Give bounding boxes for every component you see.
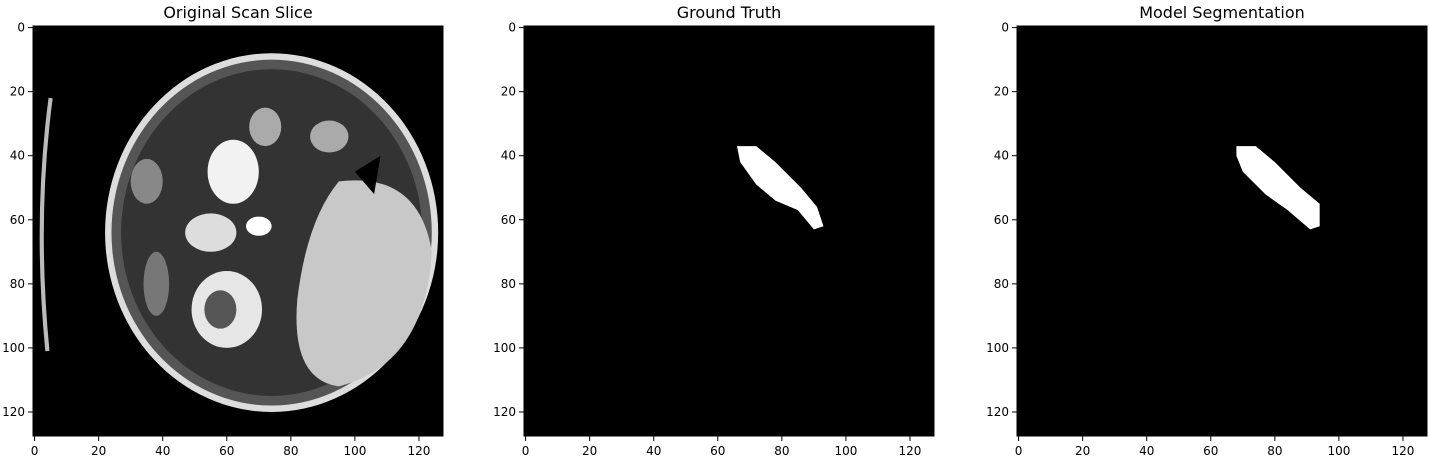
- y-tick-label: 60: [501, 213, 516, 227]
- x-tick-label: 20: [582, 444, 597, 458]
- axes-frame: [32, 25, 444, 437]
- x-tick-label: 100: [343, 444, 366, 458]
- x-tick-label: 80: [774, 444, 789, 458]
- y-tick-label: 120: [493, 405, 516, 419]
- y-tick-label: 0: [508, 21, 516, 35]
- x-tick-label: 80: [283, 444, 298, 458]
- model-image: [1017, 26, 1427, 436]
- y-tick-label: 80: [501, 277, 516, 291]
- y-tick-label: 80: [10, 277, 25, 291]
- x-tick-label: 60: [219, 444, 234, 458]
- y-tick-label: 60: [994, 213, 1009, 227]
- panel-title: Ground Truth: [677, 3, 782, 22]
- x-tick-label: 60: [710, 444, 725, 458]
- x-tick-label: 40: [1139, 444, 1154, 458]
- y-tick-label: 100: [493, 341, 516, 355]
- x-tick-label: 0: [31, 444, 39, 458]
- y-tick-label: 80: [994, 277, 1009, 291]
- y-tick-label: 100: [986, 341, 1009, 355]
- x-tick-label: 40: [155, 444, 170, 458]
- x-tick-label: 80: [1267, 444, 1282, 458]
- x-tick-label: 120: [1392, 444, 1415, 458]
- x-tick-label: 0: [522, 444, 530, 458]
- y-tick-label: 0: [17, 21, 25, 35]
- x-tick-label: 0: [1015, 444, 1023, 458]
- x-tick-label: 120: [408, 444, 431, 458]
- y-tick-label: 20: [994, 85, 1009, 99]
- y-tick-label: 120: [986, 405, 1009, 419]
- y-tick-label: 40: [10, 149, 25, 163]
- x-tick-label: 120: [899, 444, 922, 458]
- x-tick-label: 40: [646, 444, 661, 458]
- x-tick-label: 100: [834, 444, 857, 458]
- y-tick-label: 0: [1001, 21, 1009, 35]
- x-tick-label: 100: [1327, 444, 1350, 458]
- axes-frame: [523, 25, 935, 437]
- y-tick-label: 100: [2, 341, 25, 355]
- panel-title: Original Scan Slice: [163, 3, 312, 22]
- scan-image: [33, 26, 443, 436]
- y-tick-label: 60: [10, 213, 25, 227]
- x-tick-label: 20: [91, 444, 106, 458]
- y-tick-label: 120: [2, 405, 25, 419]
- panel-title: Model Segmentation: [1139, 3, 1305, 22]
- x-tick-label: 20: [1075, 444, 1090, 458]
- y-tick-label: 20: [10, 85, 25, 99]
- ground-truth-image: [524, 26, 934, 436]
- y-tick-label: 20: [501, 85, 516, 99]
- axes-frame: [1016, 25, 1428, 437]
- x-tick-label: 60: [1203, 444, 1218, 458]
- y-tick-label: 40: [994, 149, 1009, 163]
- y-tick-label: 40: [501, 149, 516, 163]
